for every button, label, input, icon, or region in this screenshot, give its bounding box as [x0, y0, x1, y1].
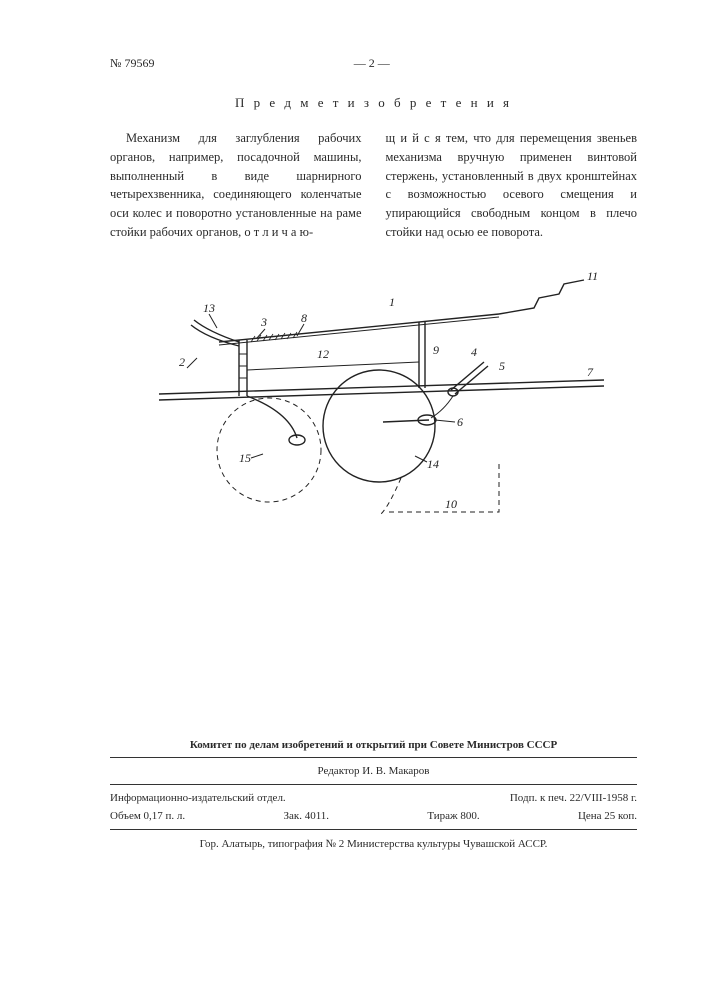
crank-6 [383, 420, 429, 422]
wheel-15 [217, 398, 321, 502]
lbl-14: 14 [427, 457, 439, 471]
committee-line: Комитет по делам изобретений и открытий … [110, 739, 637, 751]
lead-6 [435, 420, 455, 422]
hr-1 [110, 757, 637, 758]
page-number: — 2 — [354, 56, 390, 71]
box-10 [389, 460, 499, 512]
lbl-3: 3 [260, 315, 267, 329]
lbl-11: 11 [587, 269, 598, 283]
claim-col-left: Механизм для заглубления рабочих органов… [110, 129, 362, 242]
footer-block: Комитет по делам изобретений и открытий … [110, 739, 637, 850]
info-row-2: Объем 0,17 п. л. Зак. 4011. Тираж 800. Ц… [110, 807, 637, 825]
header-row: № 79569 — 2 — [110, 56, 637, 71]
lead-13 [209, 314, 217, 328]
info-volume: Объем 0,17 п. л. [110, 810, 185, 822]
wheel-14-blade [381, 478, 401, 514]
lbl-13: 13 [203, 301, 215, 315]
arm-13b [191, 325, 239, 346]
printer-line: Гор. Алатырь, типография № 2 Министерств… [110, 834, 637, 850]
lbl-4: 4 [471, 345, 477, 359]
header-spacer [589, 56, 637, 71]
lead-2 [187, 358, 197, 368]
info-price: Цена 25 коп. [578, 810, 637, 822]
crank-handle [499, 280, 584, 314]
lever-5a [451, 362, 484, 390]
lbl-15: 15 [239, 451, 251, 465]
claim-columns: Механизм для заглубления рабочих органов… [110, 129, 637, 242]
info-tirazh: Тираж 800. [427, 810, 479, 822]
info-podp: Подп. к печ. 22/VIII-1958 г. [510, 792, 637, 804]
lbl-9: 9 [433, 343, 439, 357]
subject-title: П р е д м е т и з о б р е т е н и я [110, 95, 637, 111]
lbl-7: 7 [587, 365, 594, 379]
info-dept: Информационно-издательский отдел. [110, 792, 286, 804]
lead-15 [251, 454, 263, 458]
lead-3 [257, 329, 265, 338]
info-zak: Зак. 4011. [283, 810, 329, 822]
hr-3 [110, 829, 637, 830]
info-row-1: Информационно-издательский отдел. Подп. … [110, 789, 637, 807]
frame-bar-lower [159, 386, 604, 400]
diagram-wrap: 1 2 3 4 5 6 7 8 9 10 11 12 13 14 15 [110, 262, 637, 522]
frame-bar [159, 380, 604, 394]
doc-number: № 79569 [110, 56, 154, 71]
hr-2 [110, 784, 637, 785]
lbl-6: 6 [457, 415, 463, 429]
lbl-10: 10 [445, 497, 457, 511]
tie-link [247, 362, 419, 370]
mechanism-diagram: 1 2 3 4 5 6 7 8 9 10 11 12 13 14 15 [139, 262, 609, 522]
claim-col-right: щ и й с я тем, что для перемещения звень… [386, 129, 638, 242]
lbl-2: 2 [179, 355, 185, 369]
lbl-12: 12 [317, 347, 329, 361]
lbl-1: 1 [389, 295, 395, 309]
lbl-8: 8 [301, 311, 307, 325]
editor-line: Редактор И. В. Макаров [110, 762, 637, 780]
lbl-5: 5 [499, 359, 505, 373]
page: № 79569 — 2 — П р е д м е т и з о б р е … [0, 0, 707, 1000]
